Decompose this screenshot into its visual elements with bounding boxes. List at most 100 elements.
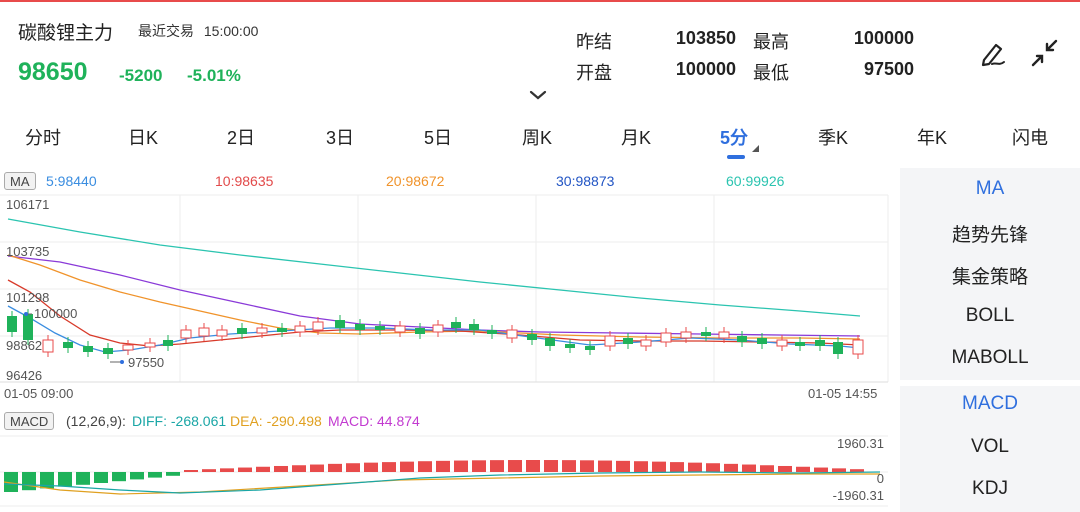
macd-bar (832, 468, 846, 472)
period-tabs: 分时 日K 2日 3日 5日 周K 月K 5分 季K 年K 闪电 (0, 124, 1080, 154)
macd-bar (454, 460, 468, 472)
macd-y-mid: 0 (877, 471, 884, 486)
ma-tag[interactable]: MA (4, 172, 36, 190)
y-label-5: 96426 (6, 368, 42, 383)
tab-5-day[interactable]: 5日 (423, 128, 452, 148)
candle-body (256, 327, 268, 334)
macd-bar (40, 472, 54, 489)
indicator-kdj[interactable]: KDJ (972, 478, 1008, 499)
macd-bar (94, 472, 108, 483)
indicator-boll[interactable]: BOLL (965, 305, 1015, 326)
candle-body (640, 339, 652, 347)
candle-body (718, 331, 730, 339)
candle-body (335, 320, 345, 328)
candle-body (545, 338, 555, 346)
ma5-value: 5:98440 (46, 173, 97, 189)
chart-canvas: 106171 103735 101298 98862 96426 100000 … (0, 194, 889, 507)
candle-body (103, 348, 113, 354)
x-end-label: 01-05 14:55 (808, 386, 877, 401)
tab-daily-k[interactable]: 日K (127, 128, 158, 148)
macd-y-bottom: -1960.31 (833, 488, 884, 503)
price-change-percent: -5.01% (187, 66, 241, 85)
ma60-value: 60:99926 (726, 173, 785, 189)
low-label: 最低 (753, 63, 789, 83)
candle-body (42, 339, 54, 353)
x-start-label: 01-05 09:00 (4, 386, 73, 401)
candle-body (216, 329, 228, 337)
macd-bar (166, 472, 180, 476)
macd-dea: DEA: -290.498 (230, 413, 322, 429)
candle-body (375, 326, 385, 330)
candle-body (83, 346, 93, 352)
macd-bar (508, 460, 522, 472)
macd-bar (472, 460, 486, 472)
candle-body (415, 328, 425, 334)
candle-body (355, 324, 365, 330)
tab-3-day[interactable]: 3日 (325, 128, 354, 148)
tab-quarterly-k[interactable]: 季K (817, 128, 848, 148)
y-label-2: 103735 (6, 244, 49, 259)
macd-bar (112, 472, 126, 482)
draw-pen-icon[interactable] (976, 36, 1010, 70)
indicator-macd[interactable]: MACD (962, 393, 1018, 414)
macd-bar (850, 469, 864, 472)
candle-body (277, 328, 287, 332)
tab-intraday[interactable]: 分时 (25, 128, 61, 148)
candle-body (527, 334, 537, 340)
macd-bar (76, 472, 90, 485)
macd-bar (544, 460, 558, 472)
prev-settle-value: 103850 (675, 28, 736, 48)
expand-chevron-icon[interactable] (528, 88, 548, 102)
candle-body (451, 322, 461, 328)
high-label: 最高 (753, 32, 789, 52)
tab-2-day[interactable]: 2日 (226, 128, 255, 148)
macd-bar (634, 461, 648, 472)
y-label-4: 98862 (6, 338, 42, 353)
macd-bar (220, 468, 234, 472)
indicator-vol[interactable]: VOL (970, 436, 1010, 457)
macd-bar (184, 470, 198, 472)
macd-bar (724, 463, 738, 472)
candle-body (23, 314, 33, 340)
indicator-ma[interactable]: MA (975, 178, 1005, 199)
candle-body (312, 321, 324, 331)
candle-body (795, 342, 805, 346)
tab-flash[interactable]: 闪电 (1012, 128, 1048, 148)
macd-diff-line (3, 471, 881, 494)
candle-body (294, 325, 306, 333)
candle-body (144, 342, 156, 348)
indicator-maboll[interactable]: MABOLL (951, 347, 1029, 368)
candle-body (487, 330, 497, 334)
candle-body (432, 324, 444, 333)
candle-body (701, 332, 711, 336)
prev-settle-label: 昨结 (576, 32, 612, 52)
macd-bar (130, 472, 144, 480)
macd-bar (652, 461, 666, 472)
high-value: 100000 (853, 28, 914, 48)
last-trade-time: 最近交易 15:00:00 (138, 21, 258, 41)
macd-bar (238, 467, 252, 472)
min-price-marker: 97550 (128, 355, 164, 370)
macd-tag[interactable]: MACD (4, 412, 55, 430)
tab-weekly-k[interactable]: 周K (521, 128, 552, 148)
macd-bar (688, 462, 702, 472)
y-label-1: 106171 (6, 197, 49, 212)
tab-more-corner-icon[interactable] (752, 145, 759, 152)
macd-bar (202, 469, 216, 472)
price-change: -5200 (119, 66, 163, 85)
indicator-jijin-strategy[interactable]: 集金策略 (951, 267, 1028, 288)
trade-time: 15:00:00 (203, 23, 259, 39)
tab-yearly-k[interactable]: 年K (916, 128, 947, 148)
fullscreen-collapse-icon[interactable] (1028, 36, 1062, 70)
macd-params: (12,26,9): (66, 413, 126, 429)
indicator-trend-pioneer[interactable]: 趋势先锋 (951, 225, 1028, 246)
open-value: 100000 (675, 59, 736, 79)
indicator-panel: MA 趋势先锋 集金策略 BOLL MABOLL MACD VOL KDJ (900, 168, 1080, 512)
candle-body (163, 340, 173, 346)
macd-bar (778, 465, 792, 472)
candle-body (585, 346, 595, 350)
ma60-line (7, 218, 861, 317)
tab-5-min[interactable]: 5分 (719, 128, 748, 148)
tab-monthly-k[interactable]: 月K (620, 128, 651, 148)
active-tab-indicator (727, 155, 745, 159)
